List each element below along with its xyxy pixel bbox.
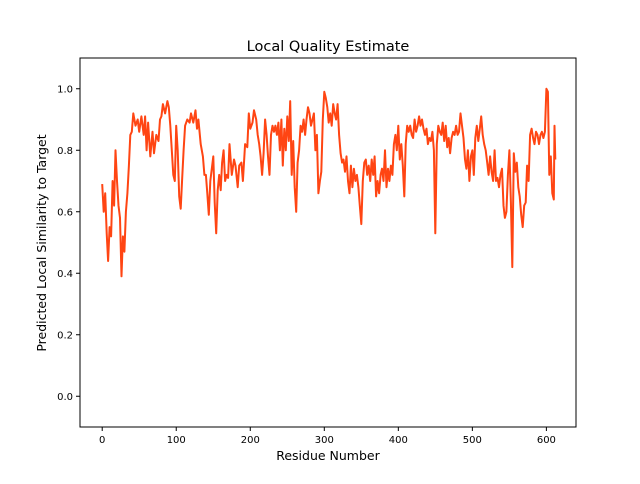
y-tick-label: 0.0 [57, 392, 73, 403]
series-line-local-quality [101, 87, 557, 278]
x-ticks: 0 100 200 300 400 500 600 [99, 427, 556, 446]
x-tick-label: 500 [463, 435, 482, 446]
y-tick-label: 0.8 [57, 146, 73, 157]
y-tick-label: 1.0 [57, 84, 73, 95]
x-tick-label: 300 [315, 435, 334, 446]
x-axis-label: Residue Number [276, 448, 380, 463]
y-tick-label: 0.2 [57, 330, 73, 341]
plot-area-frame [79, 57, 577, 428]
x-tick-label: 100 [167, 435, 186, 446]
x-tick-label: 400 [389, 435, 408, 446]
y-ticks: 0.0 0.2 0.4 0.6 0.8 1.0 [57, 84, 80, 403]
x-tick-label: 600 [537, 435, 556, 446]
x-tick-label: 0 [99, 435, 105, 446]
x-tick-label: 200 [241, 435, 260, 446]
chart-title: Local Quality Estimate [247, 39, 410, 55]
y-tick-label: 0.6 [57, 207, 73, 218]
y-axis-label: Predicted Local Similarity to Target [34, 134, 49, 351]
y-tick-label: 0.4 [57, 269, 73, 280]
